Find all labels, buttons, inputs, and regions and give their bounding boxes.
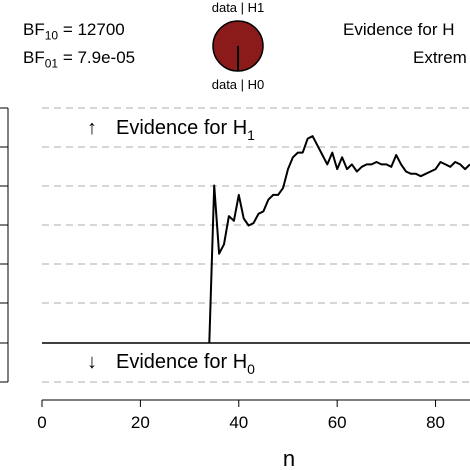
region-top-text: Evidence for H <box>116 117 247 139</box>
region-top-label: ↑ Evidence for H1 <box>87 117 255 143</box>
region-top-sub: 1 <box>247 127 255 143</box>
x-tick-label: 0 <box>37 413 46 432</box>
bf10-label: BF10 = 12700 <box>23 20 125 43</box>
pie-top-label: data | H1 <box>211 0 265 15</box>
bf-series-line <box>208 135 470 344</box>
x-tick-label: 60 <box>328 413 347 432</box>
x-tick-label: 20 <box>131 413 150 432</box>
y-ticks <box>0 107 8 383</box>
x-axis-label: n <box>283 446 295 470</box>
svg-text:Evidence for H1: Evidence for H1 <box>116 117 255 143</box>
svg-text:Evidence for H0: Evidence for H0 <box>116 351 255 377</box>
up-arrow-icon: ↑ <box>87 117 97 139</box>
x-tick-label: 80 <box>426 413 445 432</box>
region-bottom-sub: 0 <box>247 361 255 377</box>
grid-lines <box>42 107 470 383</box>
x-ticks: 0 20 40 60 80 <box>37 400 445 432</box>
region-bottom-text: Evidence for H <box>116 351 247 373</box>
bf01-label: BF01 = 7.9e-05 <box>23 48 136 71</box>
evidence-category-line1: Evidence for H <box>343 20 455 39</box>
down-arrow-icon: ↓ <box>87 351 97 373</box>
x-tick-label: 40 <box>229 413 248 432</box>
evidence-category-line2: Extrem <box>413 48 467 67</box>
region-bottom-label: ↓ Evidence for H0 <box>87 351 255 377</box>
pie-bottom-label: data | H0 <box>211 77 265 92</box>
